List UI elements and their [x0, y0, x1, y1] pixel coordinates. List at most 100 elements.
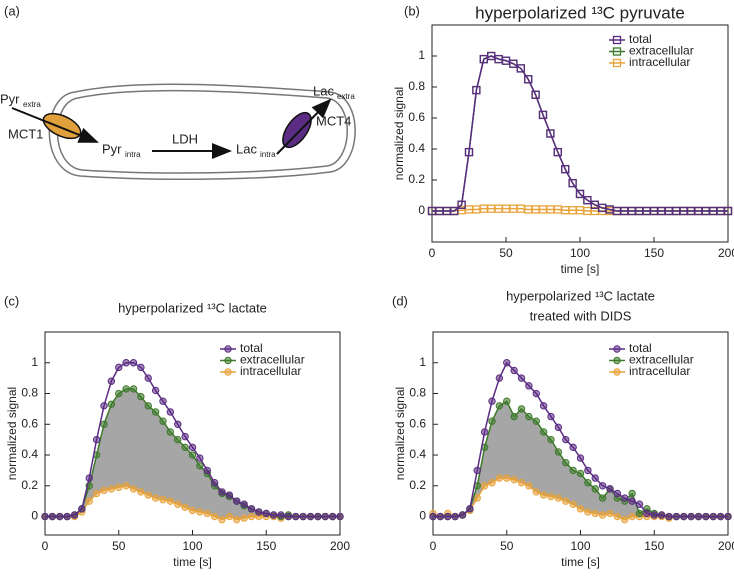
point: [137, 392, 145, 401]
x-tick-label: 0: [430, 539, 437, 553]
point: [613, 489, 622, 498]
point: [100, 402, 108, 410]
point: [188, 443, 197, 452]
point: [510, 412, 518, 421]
point: [510, 475, 518, 484]
point: [92, 435, 101, 444]
point: [166, 497, 175, 505]
point: [547, 492, 555, 501]
x-tick-label: 50: [112, 539, 126, 553]
point: [188, 506, 197, 515]
point: [716, 512, 725, 521]
point: [458, 511, 467, 519]
cell-membrane-inner: [56, 89, 348, 174]
x-axis-label: time [s]: [173, 555, 212, 569]
point: [321, 512, 329, 521]
point: [137, 363, 145, 372]
y-tick-label: 0: [419, 509, 426, 523]
point: [225, 512, 234, 521]
point: [554, 494, 563, 502]
legend-marker: [612, 35, 622, 45]
point: [584, 479, 592, 487]
shaded-area: [433, 401, 728, 520]
x-tick-label: 150: [644, 539, 664, 553]
point: [144, 402, 152, 410]
point: [539, 402, 548, 410]
point: [723, 206, 733, 216]
point: [495, 374, 504, 382]
point: [672, 512, 681, 521]
point: [495, 402, 504, 410]
point: [473, 494, 481, 502]
point: [159, 495, 167, 504]
chart-title: hyperpolarized ¹³C pyruvate: [475, 3, 685, 22]
x-tick-label: 100: [182, 539, 202, 553]
point: [451, 512, 459, 521]
legend-marker: [613, 368, 621, 376]
point: [144, 374, 152, 382]
point: [488, 397, 496, 405]
point: [643, 509, 651, 518]
chart-panel: (b) hyperpolarized ¹³C pyruvate 0 50 100 150 2…: [392, 3, 734, 276]
point: [613, 512, 622, 521]
panel-label: (a): [4, 3, 20, 18]
cell-membrane-outer: [48, 83, 356, 181]
chart-panel: (c) hyperpolarized ¹³C lactate 0 50 100 150 20…: [4, 293, 350, 569]
y-tick-label: 1: [418, 48, 425, 62]
point: [694, 512, 703, 521]
point: [517, 479, 526, 487]
metabolite-sub: intra: [260, 150, 276, 159]
point: [92, 489, 101, 498]
point: [598, 494, 607, 502]
point: [569, 466, 577, 475]
point: [569, 500, 577, 508]
point: [488, 479, 496, 487]
point: [495, 474, 504, 482]
point: [509, 59, 518, 68]
y-tick-label: 0.6: [408, 110, 425, 124]
point: [314, 512, 322, 521]
point: [473, 466, 481, 475]
point: [233, 515, 241, 524]
point: [210, 479, 219, 487]
point: [569, 443, 577, 452]
point: [122, 482, 130, 490]
x-tick-label: 200: [718, 539, 734, 553]
point: [174, 500, 182, 508]
point: [516, 64, 525, 73]
point: [225, 491, 234, 499]
point: [203, 466, 211, 475]
point: [510, 366, 518, 375]
point: [181, 432, 189, 441]
point: [503, 359, 511, 367]
mct1-transporter: [42, 112, 82, 140]
y-tick-label: 0.8: [21, 386, 38, 400]
legend-marker: [613, 345, 621, 353]
point: [159, 397, 167, 405]
point: [196, 508, 204, 516]
y-tick-label: 0: [418, 203, 425, 217]
legend-label: intracellular: [629, 364, 690, 378]
point: [100, 420, 108, 428]
point: [210, 512, 219, 521]
point: [277, 511, 285, 519]
point: [546, 129, 555, 138]
point: [181, 503, 189, 512]
point: [657, 511, 666, 519]
point: [628, 512, 636, 521]
chart-subtitle: treated with DIDS: [530, 308, 632, 323]
y-tick-label: 0.2: [21, 478, 38, 492]
y-tick-label: 0.6: [409, 416, 426, 430]
x-tick-label: 0: [429, 246, 436, 260]
point: [137, 488, 145, 496]
metabolite-sub: intra: [125, 150, 141, 159]
x-tick-label: 100: [570, 539, 590, 553]
legend-label: extracellular: [629, 353, 694, 367]
point: [650, 511, 658, 519]
point: [129, 485, 138, 493]
point: [584, 466, 592, 475]
y-axis-label: normalized signal: [392, 87, 406, 180]
metabolite: Lac: [313, 83, 334, 98]
point: [306, 512, 315, 521]
point: [240, 514, 248, 522]
